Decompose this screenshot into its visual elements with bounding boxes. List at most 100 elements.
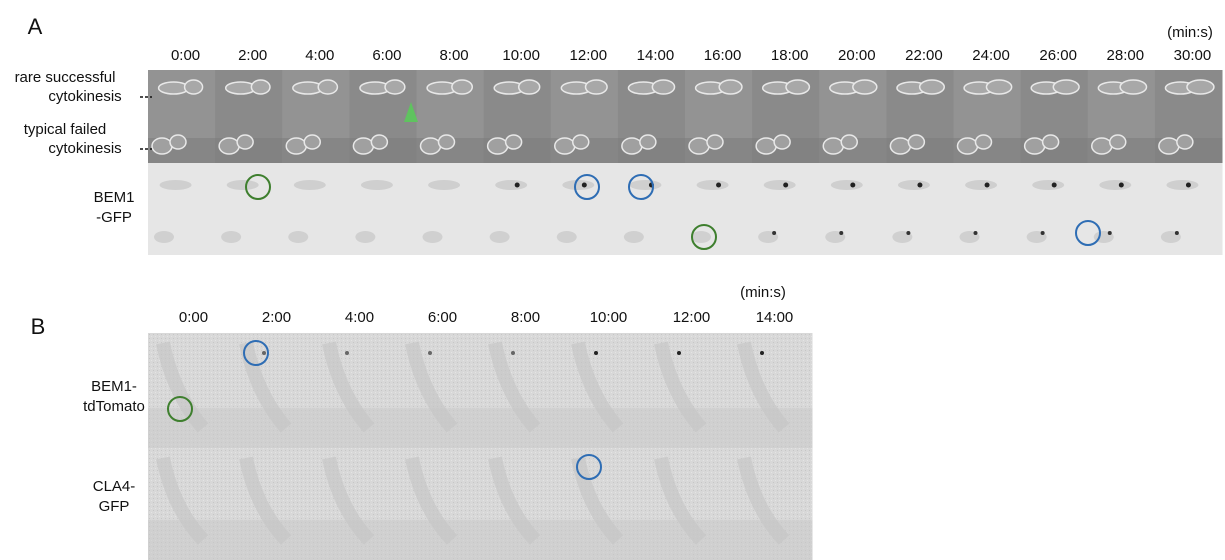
cell — [651, 79, 676, 95]
arrow — [404, 102, 418, 122]
cell — [1158, 137, 1180, 155]
time-label: 6:00 — [428, 309, 457, 326]
time-label: 0:00 — [171, 47, 200, 64]
time-label: 10:00 — [590, 309, 628, 326]
cell — [1186, 79, 1215, 95]
cell — [1176, 134, 1194, 150]
time-unit: (min:s) — [740, 284, 786, 301]
cell — [639, 134, 657, 150]
highlight-circle — [691, 224, 717, 250]
signal-dot — [984, 182, 990, 188]
time-label: 14:00 — [756, 309, 794, 326]
cell — [554, 137, 576, 155]
cell-signal — [154, 231, 174, 243]
time-label: 0:00 — [179, 309, 208, 326]
cell — [621, 137, 643, 155]
cell — [1119, 79, 1148, 95]
time-label: 6:00 — [372, 47, 401, 64]
time-unit: (min:s) — [1167, 24, 1213, 41]
cell-signal — [737, 341, 790, 433]
cell — [956, 137, 979, 155]
cell — [1091, 137, 1113, 155]
cell-signal — [562, 180, 595, 190]
cell-signal — [495, 180, 528, 190]
signal-dot — [1118, 182, 1124, 188]
highlight-circle — [167, 396, 193, 422]
row-label: -GFP — [96, 209, 132, 226]
time-label: 4:00 — [345, 309, 374, 326]
cell-signal — [239, 456, 292, 545]
highlight-circle — [628, 174, 654, 200]
time-label: 18:00 — [771, 47, 809, 64]
signal-dot — [511, 351, 515, 355]
cell-signal — [355, 231, 376, 243]
cell — [773, 134, 791, 150]
cell — [317, 79, 339, 95]
highlight-circle — [1075, 220, 1101, 246]
panel-label: A — [28, 14, 43, 39]
cell — [985, 79, 1013, 95]
cell-signal — [830, 180, 863, 190]
cell — [755, 137, 777, 155]
cell-signal — [405, 456, 458, 545]
cell — [1041, 134, 1060, 150]
cell — [1023, 137, 1046, 155]
highlight-circle — [574, 174, 600, 200]
time-label: 10:00 — [502, 47, 540, 64]
signal-dot — [716, 182, 722, 188]
signal-dot — [839, 231, 844, 235]
cell — [218, 137, 240, 155]
cell — [486, 137, 509, 155]
cell-signal — [488, 456, 541, 545]
time-label: 28:00 — [1107, 47, 1145, 64]
signal-dot — [783, 182, 789, 188]
cell — [907, 134, 926, 150]
cell — [718, 79, 743, 95]
cell — [706, 134, 724, 150]
cell — [688, 137, 710, 155]
time-label: 2:00 — [262, 309, 291, 326]
signal-dot — [906, 231, 911, 235]
signal-dot — [677, 351, 681, 355]
cell — [437, 134, 456, 150]
cell-signal — [654, 456, 707, 545]
cell — [1052, 79, 1080, 95]
cell-signal — [422, 231, 443, 243]
cell — [822, 137, 844, 155]
cell — [584, 79, 608, 95]
signal-dot — [594, 351, 598, 355]
row-label: cytokinesis — [48, 88, 121, 105]
cell-signal — [489, 231, 510, 243]
cell-signal — [293, 180, 326, 190]
cell — [1109, 134, 1127, 150]
cell-signal — [654, 341, 707, 433]
panel-label: B — [31, 314, 46, 339]
time-label: 12:00 — [570, 47, 608, 64]
cell — [151, 137, 173, 155]
cell — [785, 79, 811, 95]
signal-dot — [1185, 182, 1191, 188]
cell-signal — [965, 180, 998, 190]
cell-signal — [623, 231, 644, 243]
time-label: 12:00 — [673, 309, 711, 326]
signal-dot — [973, 231, 978, 235]
time-label: 8:00 — [439, 47, 468, 64]
cell-signal — [226, 180, 259, 190]
signal-dot — [1174, 231, 1179, 235]
row-label: tdTomato — [83, 398, 145, 415]
time-label: 24:00 — [972, 47, 1010, 64]
cell — [889, 137, 912, 155]
cell-signal — [1166, 180, 1199, 190]
highlight-circle — [243, 340, 269, 366]
cell — [419, 137, 442, 155]
row-label: GFP — [99, 498, 130, 515]
signal-dot — [581, 182, 587, 188]
time-label: 26:00 — [1039, 47, 1077, 64]
cell-signal — [221, 231, 242, 243]
time-label: 30:00 — [1174, 47, 1212, 64]
cell-signal — [288, 231, 309, 243]
cell — [840, 134, 858, 150]
time-label: 4:00 — [305, 47, 334, 64]
cell — [451, 79, 474, 95]
